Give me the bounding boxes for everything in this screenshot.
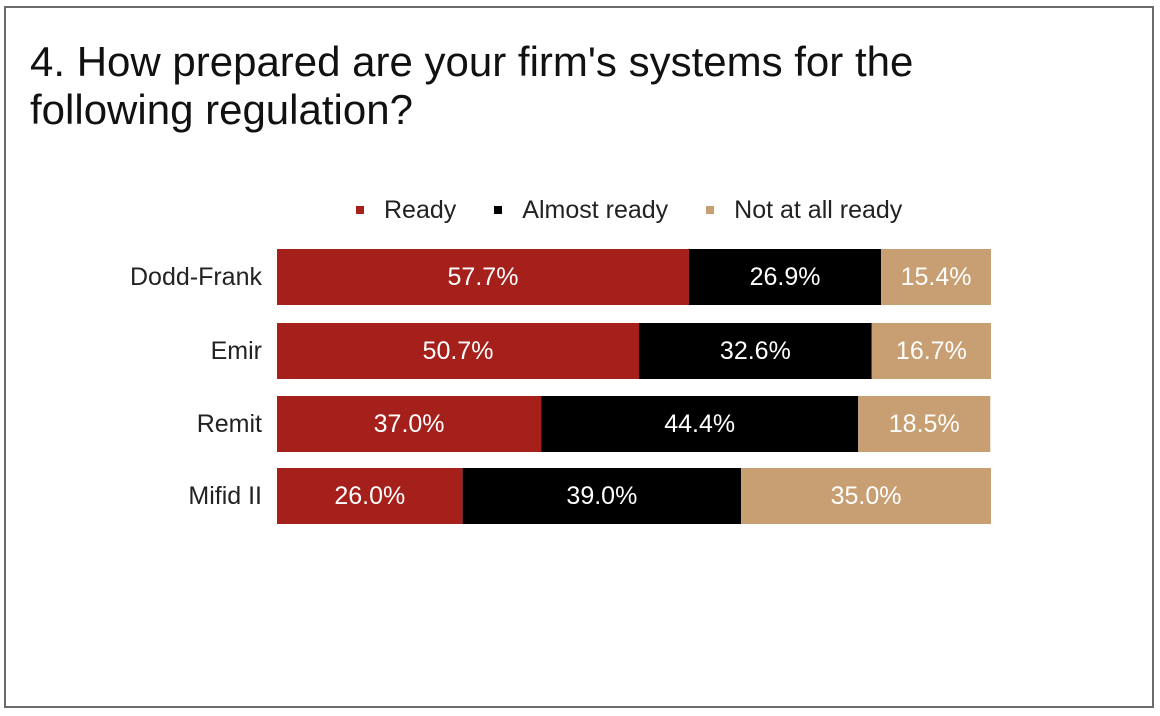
bar-dodd-frank-not-at-all-ready: [881, 249, 991, 305]
category-label-dodd-frank: Dodd-Frank: [130, 263, 262, 291]
data-label-dodd-frank-not-at-all-ready: 15.4%: [901, 263, 972, 291]
legend-swatch-not-at-all-ready: [706, 206, 715, 214]
bar-mifid-ii-almost-ready: [462, 468, 742, 524]
bar-emir-almost-ready: [638, 323, 872, 379]
data-label-dodd-frank-ready: 57.7%: [448, 263, 519, 291]
legend-label-almost-ready: Almost ready: [522, 195, 669, 224]
legend-item-almost-ready: Almost ready: [494, 196, 668, 225]
bar-remit-almost-ready: [541, 396, 859, 452]
category-label-mifid-ii: Mifid II: [188, 482, 262, 510]
legend-swatch-almost-ready: [494, 206, 503, 214]
legend-item-not-at-all-ready: Not at all ready: [706, 196, 902, 225]
bar-dodd-frank-ready: [277, 249, 689, 305]
bar-mifid-ii-ready: [277, 468, 463, 524]
data-label-emir-ready: 50.7%: [423, 337, 494, 365]
data-label-remit-not-at-all-ready: 18.5%: [889, 410, 960, 438]
legend-item-ready: Ready: [356, 196, 456, 225]
data-label-mifid-ii-ready: 26.0%: [334, 482, 405, 510]
chart-title: 4. How prepared are your firm's systems …: [30, 38, 914, 133]
bar-dodd-frank-almost-ready: [688, 249, 882, 305]
category-label-remit: Remit: [197, 410, 262, 438]
legend: Ready Almost ready Not at all ready: [356, 192, 940, 228]
legend-label-ready: Ready: [384, 195, 457, 224]
data-label-emir-not-at-all-ready: 16.7%: [896, 337, 967, 365]
bar-remit-not-at-all-ready: [858, 396, 991, 452]
data-label-mifid-ii-almost-ready: 39.0%: [566, 482, 637, 510]
data-label-mifid-ii-not-at-all-ready: 35.0%: [831, 482, 902, 510]
category-label-emir: Emir: [211, 337, 262, 365]
bar-remit-ready: [277, 396, 542, 452]
data-label-emir-almost-ready: 32.6%: [720, 337, 791, 365]
legend-label-not-at-all-ready: Not at all ready: [734, 195, 903, 224]
bar-mifid-ii-not-at-all-ready: [741, 468, 991, 524]
data-label-remit-ready: 37.0%: [374, 410, 445, 438]
data-label-remit-almost-ready: 44.4%: [664, 410, 735, 438]
bar-emir-ready: [277, 323, 639, 379]
bar-emir-not-at-all-ready: [871, 323, 991, 379]
legend-swatch-ready: [356, 206, 364, 214]
data-label-dodd-frank-almost-ready: 26.9%: [750, 263, 821, 291]
